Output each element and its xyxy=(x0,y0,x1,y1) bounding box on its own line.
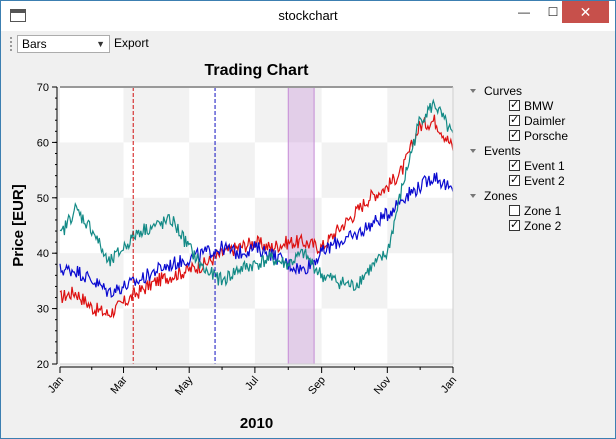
legend-group-label: Events xyxy=(484,143,521,158)
legend-tree: CurvesBMWDaimlerPorscheEventsEvent 1Even… xyxy=(467,83,607,243)
plot-mode-select[interactable]: Bars ▼ xyxy=(17,35,110,53)
expand-arrow-icon[interactable] xyxy=(470,193,476,198)
legend-group-label: Curves xyxy=(484,83,523,98)
series-line-daimler xyxy=(59,172,454,298)
chart-title: Trading Chart xyxy=(204,62,309,79)
chevron-down-icon: ▼ xyxy=(96,39,105,49)
series-line-porsche xyxy=(59,98,454,291)
legend-checkbox[interactable] xyxy=(509,98,520,111)
toolbar-grip-icon[interactable] xyxy=(10,37,15,51)
y-tick-label: 60 xyxy=(37,137,49,149)
legend-checkbox[interactable] xyxy=(509,205,520,216)
x-tick-label: Sep xyxy=(306,374,328,397)
x-tick-label: May xyxy=(173,374,196,398)
window-title: stockchart xyxy=(278,8,338,23)
legend-group-zones[interactable]: Zones xyxy=(470,188,518,203)
expand-arrow-icon[interactable] xyxy=(470,148,476,153)
legend-item-event-2[interactable]: Event 2 xyxy=(509,173,565,188)
toolbar: Bars ▼ Export xyxy=(7,32,611,56)
legend-item-porsche[interactable]: Porsche xyxy=(509,128,568,143)
legend-item-label: Event 2 xyxy=(524,173,565,188)
plot-mode-value: Bars xyxy=(22,37,47,51)
legend-group-label: Zones xyxy=(484,188,518,203)
x-tick-label: Nov xyxy=(372,374,394,397)
maximize-button[interactable]: ☐ xyxy=(547,5,559,19)
grid-cell xyxy=(123,87,190,143)
export-button[interactable]: Export xyxy=(114,36,149,50)
legend-item-zone-2[interactable]: Zone 2 xyxy=(509,218,561,233)
grid-cell xyxy=(321,142,388,198)
app-icon xyxy=(10,9,26,22)
legend-checkbox[interactable] xyxy=(509,158,520,171)
legend-item-label: Zone 2 xyxy=(524,218,562,233)
legend-group-events[interactable]: Events xyxy=(470,143,521,158)
zone-zone-2 xyxy=(287,86,315,365)
legend-item-label: Zone 1 xyxy=(524,203,562,218)
legend-item-label: Event 1 xyxy=(524,158,565,173)
legend-group-curves[interactable]: Curves xyxy=(470,83,523,98)
legend-checkbox[interactable] xyxy=(509,173,520,186)
y-tick-label: 40 xyxy=(37,248,49,260)
legend-checkbox[interactable] xyxy=(509,128,520,141)
x-tick-label: Mar xyxy=(108,374,130,396)
grid-cell xyxy=(387,308,453,364)
legend-item-bmw[interactable]: BMW xyxy=(509,98,553,113)
legend-item-label: Daimler xyxy=(524,113,566,128)
legend-item-label: BMW xyxy=(524,98,554,113)
close-button[interactable]: ✕ xyxy=(562,1,609,23)
legend-item-label: Porsche xyxy=(524,128,569,143)
x-tick-label: Jan xyxy=(439,374,460,395)
trading-chart[interactable]: 20 30 40 50 60 70 Jan Mar May Jul Sep Nov Jan Trading… xyxy=(7,57,460,434)
legend-item-zone-1[interactable]: Zone 1 xyxy=(509,203,561,218)
y-tick-label: 20 xyxy=(37,359,49,371)
expand-arrow-icon[interactable] xyxy=(470,88,476,93)
grid-cell xyxy=(321,253,388,309)
minimize-button[interactable]: — xyxy=(518,5,530,19)
y-axis-label: Price [EUR] xyxy=(10,184,27,267)
x-axis-label: 2010 xyxy=(240,415,273,432)
plot-area: 20 30 40 50 60 70 Jan Mar May Jul Sep Nov Jan Trading… xyxy=(7,57,460,434)
y-tick-label: 50 xyxy=(37,193,49,205)
y-tick-label: 70 xyxy=(37,82,49,94)
grid-cell xyxy=(60,142,124,198)
grid-cell xyxy=(387,197,453,254)
x-tick-label: Jul xyxy=(243,374,261,392)
legend-checkbox[interactable] xyxy=(509,218,520,231)
y-tick-label: 30 xyxy=(37,304,49,316)
legend-item-event-1[interactable]: Event 1 xyxy=(509,158,565,173)
x-tick-label: Jan xyxy=(46,374,67,395)
grid-cell xyxy=(189,142,255,198)
legend-checkbox[interactable] xyxy=(509,113,520,126)
title-bar[interactable]: stockchart — ☐ ✕ xyxy=(1,1,615,31)
grid-cell xyxy=(123,308,190,364)
legend-item-daimler[interactable]: Daimler xyxy=(509,113,565,128)
